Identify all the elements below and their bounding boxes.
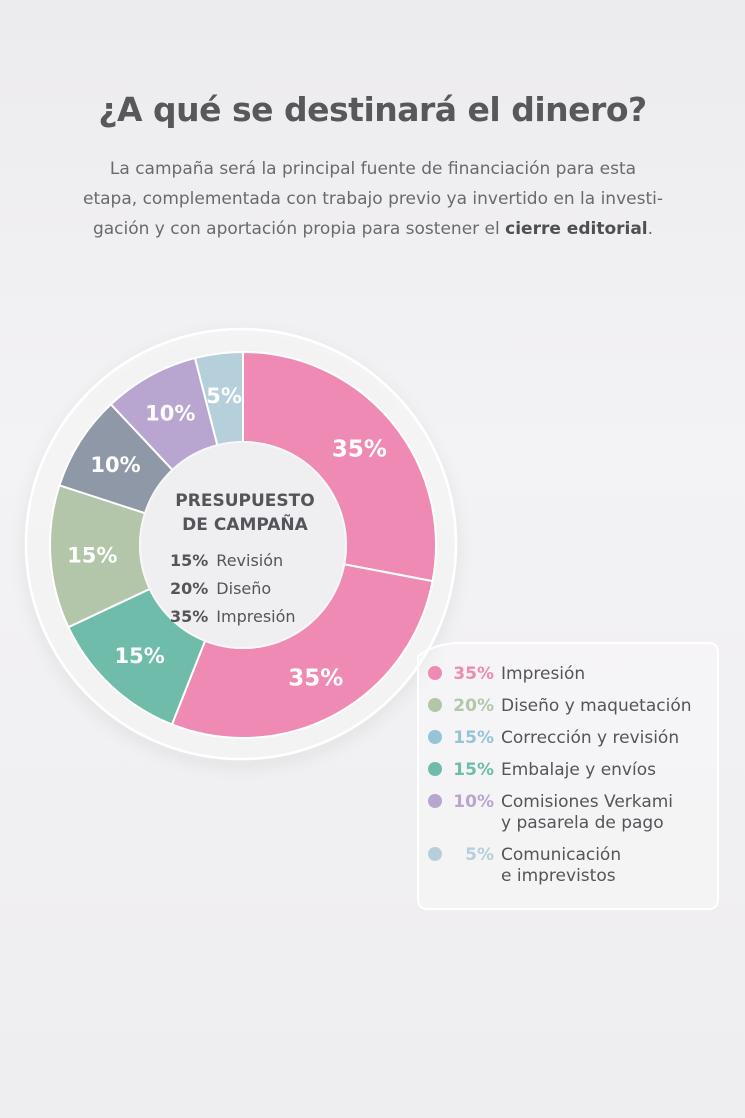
legend-pct: 10% xyxy=(453,792,494,812)
legend-label: Comunicación e imprevistos xyxy=(501,845,621,887)
page-title: ¿A qué se destinará el dinero? xyxy=(98,90,647,129)
legend-item: 35% Impresión xyxy=(428,660,718,692)
legend-label-line-1: Comisiones Verkami xyxy=(501,792,674,812)
legend-label: Embalaje y envíos xyxy=(501,760,656,780)
legend-dot xyxy=(428,794,442,808)
legend-dot xyxy=(428,762,442,776)
center-line-2-pct: 20% xyxy=(170,579,208,598)
legend-pct: 20% xyxy=(453,696,494,716)
slice-label: 15% xyxy=(67,543,117,567)
center-line-1-label: Revisión xyxy=(216,551,283,570)
legend-label: Diseño y maquetación xyxy=(501,696,692,716)
legend-dot xyxy=(428,666,442,680)
legend-item: 5% Comunicación e imprevistos xyxy=(428,841,718,894)
center-line-2-label: Diseño xyxy=(216,579,271,598)
legend-label: Comisiones Verkami y pasarela de pago xyxy=(501,792,673,834)
center-line-1: 15% Revisión xyxy=(170,551,283,570)
slice-label: 10% xyxy=(145,402,195,426)
center-line-3-pct: 35% xyxy=(170,607,208,626)
legend-dot xyxy=(428,730,442,744)
legend-dot xyxy=(428,698,442,712)
intro-end: . xyxy=(647,219,654,239)
legend-dot xyxy=(428,847,442,861)
legend-label-line-1: Comunicación xyxy=(501,845,622,865)
intro-line-1: La campaña será la principal fuente de f… xyxy=(109,159,637,179)
legend-connector xyxy=(417,642,719,910)
slice-label: 5% xyxy=(206,384,242,408)
intro-line-3-text: gación y con aportación propia para sost… xyxy=(92,219,506,239)
intro-line-2: etapa, complementada con trabajo previo … xyxy=(83,189,663,209)
intro-line-3: gación y con aportación propia para sost… xyxy=(48,214,698,244)
chart-legend: 35% Impresión 20% Diseño y maquetación 1… xyxy=(428,660,718,894)
legend-label: Impresión xyxy=(501,664,586,684)
slice-labels-group: 35% 35% 15% 15% 10% 10% 5% xyxy=(67,384,387,691)
center-line-3: 35% Impresión xyxy=(170,607,296,626)
center-line-1-pct: 15% xyxy=(170,551,208,570)
legend-label-line-2: y pasarela de pago xyxy=(501,813,664,833)
slice-label: 15% xyxy=(115,644,165,668)
legend-item: 20% Diseño y maquetación xyxy=(428,692,718,724)
donut-hole xyxy=(139,441,347,649)
legend-item: 10% Comisiones Verkami y pasarela de pago xyxy=(428,788,718,841)
slice-label: 35% xyxy=(332,437,387,463)
legend-item: 15% Corrección y revisión xyxy=(428,724,718,756)
center-title-line-2: DE CAMPAÑA xyxy=(182,512,308,535)
center-line-3-label: Impresión xyxy=(216,607,295,626)
legend-label: Corrección y revisión xyxy=(501,728,680,748)
slices-group xyxy=(49,350,437,739)
legend-item: 15% Embalaje y envíos xyxy=(428,756,718,788)
intro-bold-text: cierre editorial xyxy=(505,219,648,239)
center-line-2: 20% Diseño xyxy=(170,579,271,598)
legend-pct: 15% xyxy=(453,728,494,748)
legend-pct: 35% xyxy=(453,664,494,684)
intro-paragraph: La campaña será la principal fuente de f… xyxy=(48,154,698,244)
slice-label: 35% xyxy=(288,665,343,691)
slice-label: 10% xyxy=(90,453,140,477)
legend-label-line-2: e imprevistos xyxy=(501,866,616,886)
legend-pct: 5% xyxy=(465,845,494,865)
legend-pct: 15% xyxy=(453,760,494,780)
center-title-line-1: PRESUPUESTO xyxy=(175,491,314,511)
